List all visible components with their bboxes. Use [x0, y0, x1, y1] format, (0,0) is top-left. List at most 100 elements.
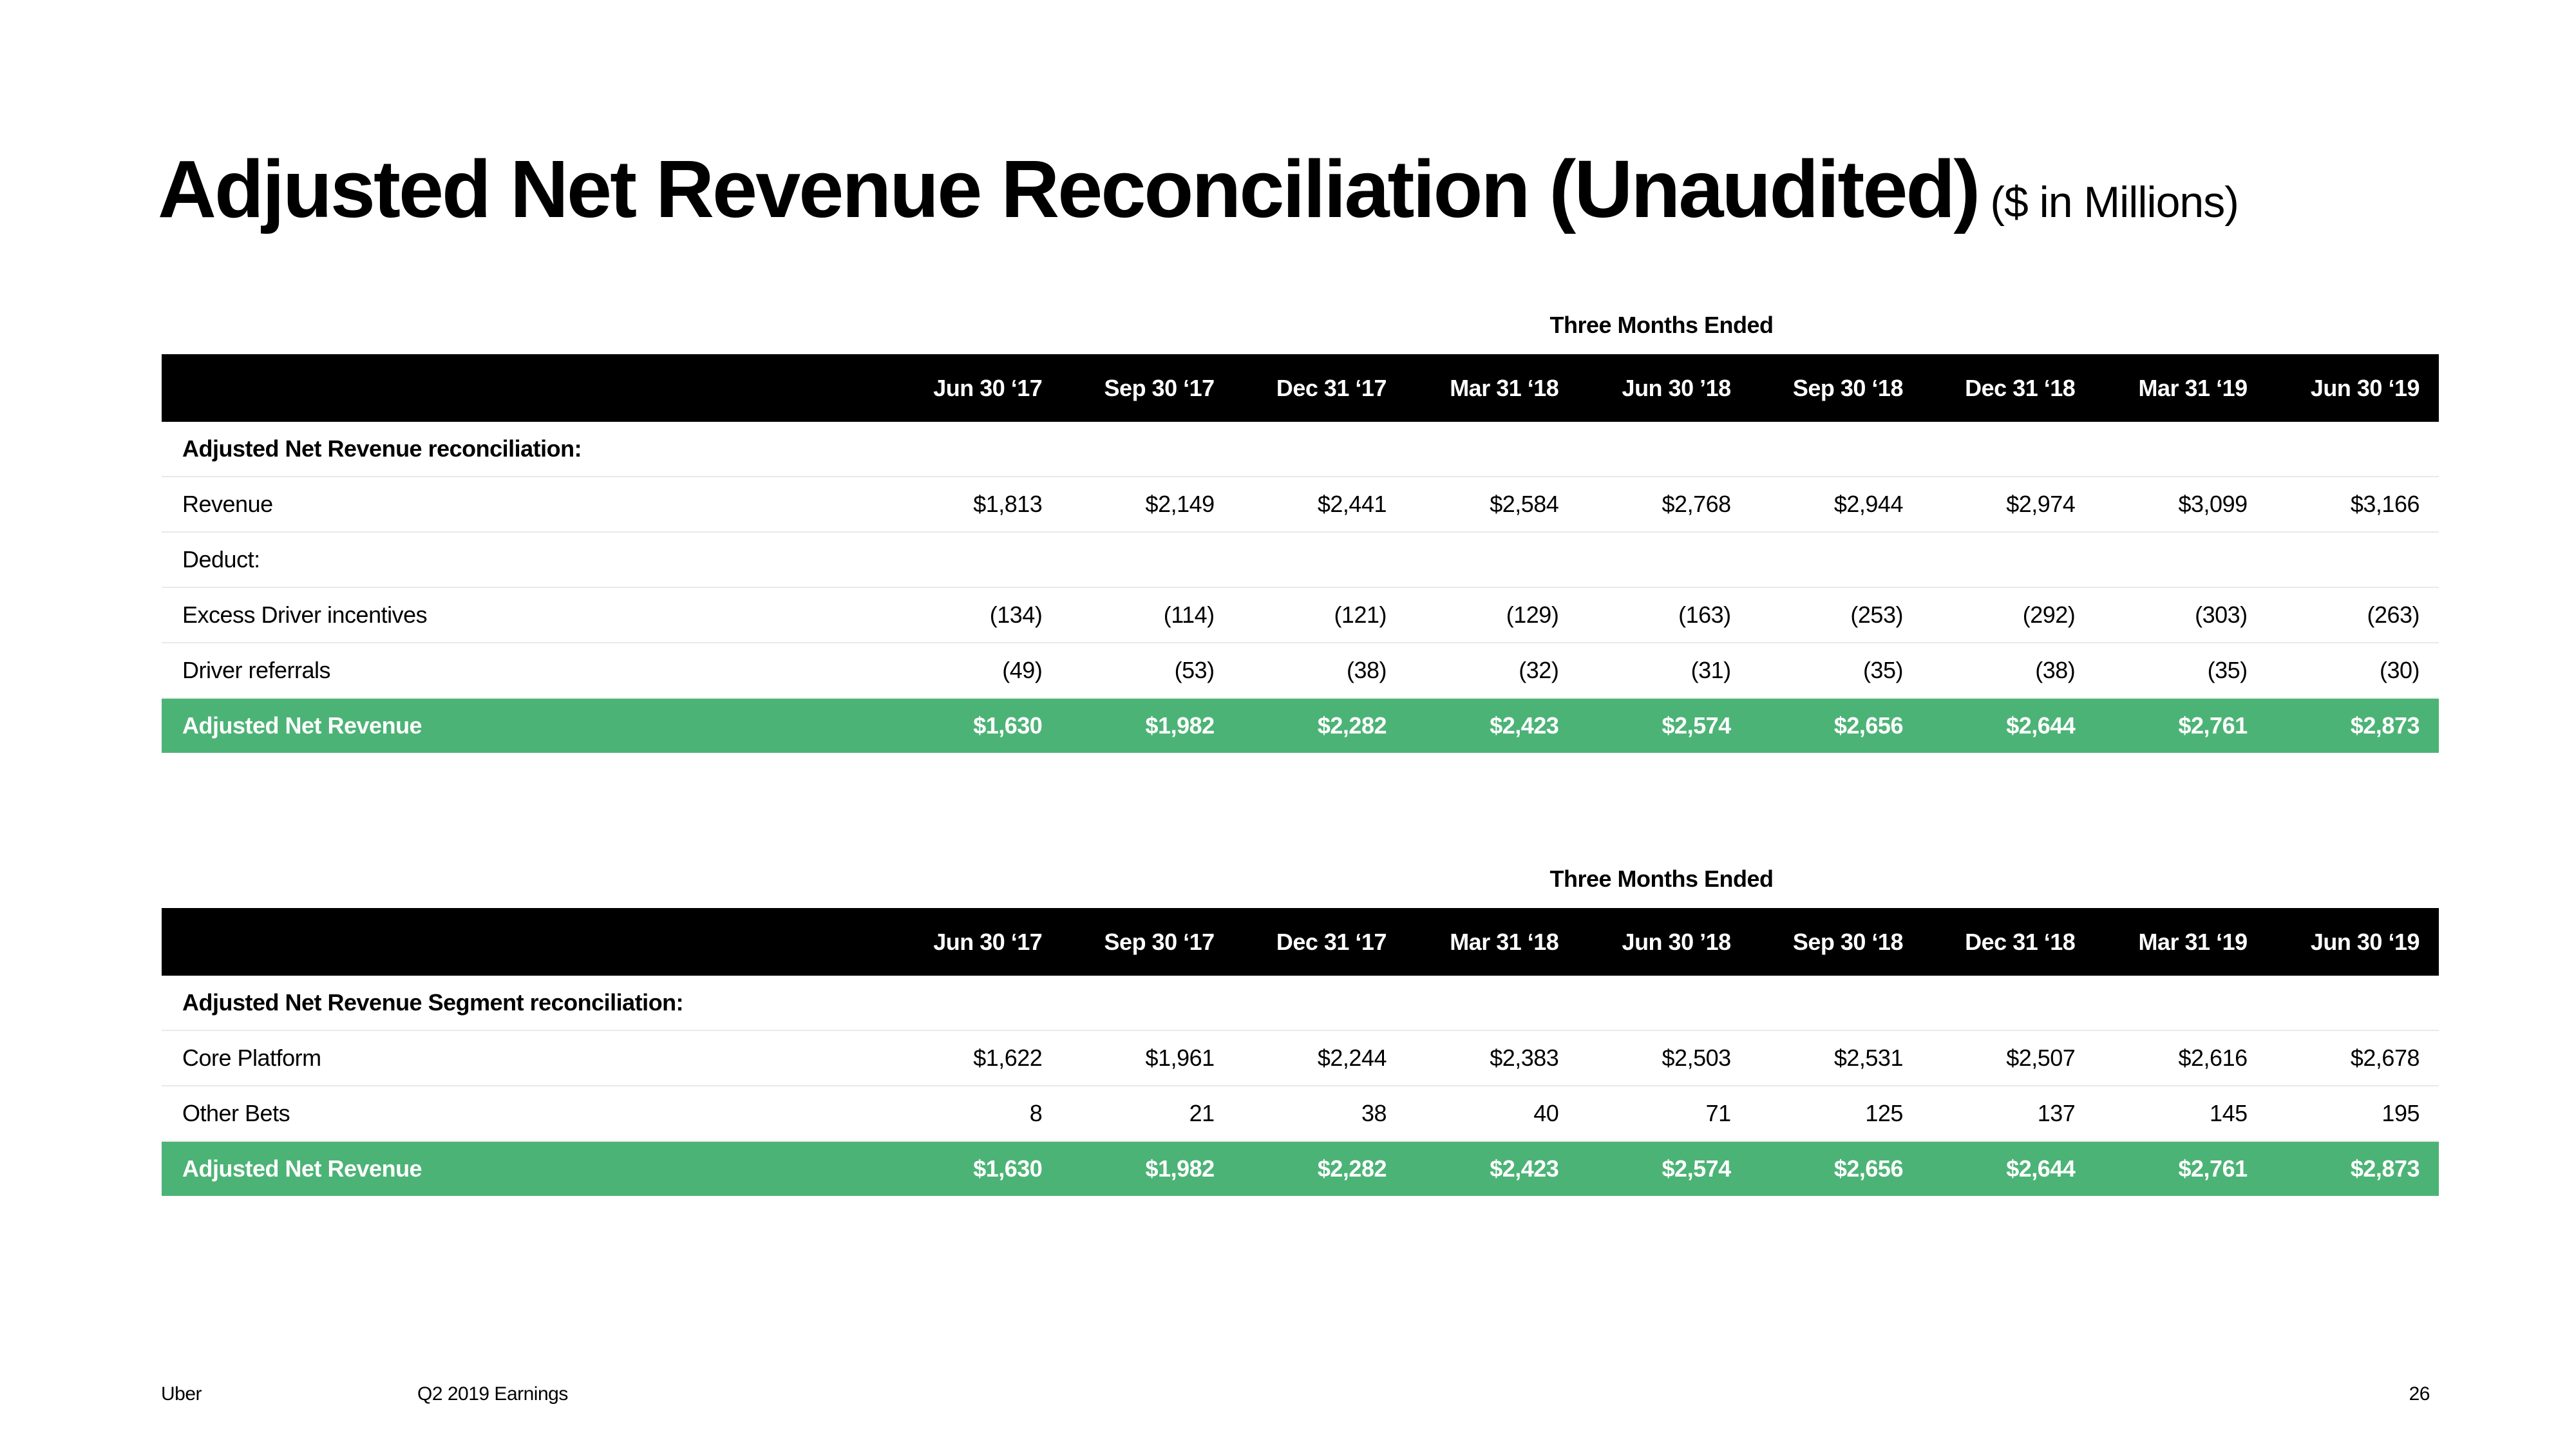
cell-value: (134): [889, 587, 1062, 643]
row-label: Excess Driver incentives: [162, 587, 889, 643]
cell-value: $2,383: [1405, 1030, 1578, 1086]
cell-value: (163): [1578, 587, 1750, 643]
cell-value: 145: [2094, 1086, 2267, 1142]
column-header: Jun 30 ’18: [1578, 354, 1750, 422]
section-title-row: Adjusted Net Revenue Segment reconciliat…: [162, 976, 2439, 1031]
column-header: Sep 30 ‘18: [1750, 354, 1922, 422]
column-header: Dec 31 ‘17: [1233, 908, 1406, 976]
cell-value: (30): [2266, 643, 2439, 699]
row-label: Driver referrals: [162, 643, 889, 699]
row-label: Deduct:: [162, 532, 2439, 588]
cell-value: 21: [1061, 1086, 1234, 1142]
cell-value: (121): [1233, 587, 1406, 643]
cell-value: $2,441: [1233, 477, 1406, 533]
table-row-driver-referrals: Driver referrals (49) (53) (38) (32) (31…: [162, 643, 2439, 699]
footer-brand: Uber: [161, 1383, 202, 1405]
cell-value: $1,982: [1061, 1141, 1234, 1196]
cell-value: (253): [1750, 587, 1922, 643]
cell-value: 195: [2266, 1086, 2439, 1142]
header-blank-cell: [162, 354, 889, 422]
cell-value: $2,944: [1750, 477, 1922, 533]
section-title-row: Adjusted Net Revenue reconciliation:: [162, 422, 2439, 477]
row-label: Revenue: [162, 477, 889, 533]
table-row-other-bets: Other Bets 8 21 38 40 71 125 137 145 195: [162, 1086, 2439, 1142]
page-number: 26: [2409, 1383, 2430, 1405]
cell-value: (53): [1061, 643, 1234, 699]
cell-value: $2,507: [1922, 1030, 2095, 1086]
cell-value: (263): [2266, 587, 2439, 643]
cell-value: $1,630: [889, 698, 1062, 753]
cell-value: $2,656: [1750, 1141, 1922, 1196]
cell-value: (35): [2094, 643, 2267, 699]
cell-value: (38): [1233, 643, 1406, 699]
cell-value: 38: [1233, 1086, 1406, 1142]
cell-value: $2,761: [2094, 1141, 2267, 1196]
column-header: Jun 30 ‘17: [889, 354, 1062, 422]
cell-value: (292): [1922, 587, 2095, 643]
cell-value: 71: [1578, 1086, 1750, 1142]
row-label: Adjusted Net Revenue: [162, 698, 889, 753]
column-header: Mar 31 ‘18: [1405, 354, 1578, 422]
table-row-adjusted-net-revenue-total: Adjusted Net Revenue $1,630 $1,982 $2,28…: [162, 698, 2439, 753]
column-header: Jun 30 ’18: [1578, 908, 1750, 976]
cell-value: $1,982: [1061, 698, 1234, 753]
cell-value: $2,644: [1922, 698, 2095, 753]
column-header: Jun 30 ‘17: [889, 908, 1062, 976]
row-label: Core Platform: [162, 1030, 889, 1086]
cell-value: $2,584: [1405, 477, 1578, 533]
row-label: Adjusted Net Revenue: [162, 1141, 889, 1196]
cell-value: $1,961: [1061, 1030, 1234, 1086]
cell-value: (129): [1405, 587, 1578, 643]
cell-value: $2,574: [1578, 698, 1750, 753]
cell-value: $2,149: [1061, 477, 1234, 533]
row-label: Other Bets: [162, 1086, 889, 1142]
column-header: Mar 31 ‘18: [1405, 908, 1578, 976]
section-title: Adjusted Net Revenue Segment reconciliat…: [162, 976, 2439, 1031]
cell-value: (31): [1578, 643, 1750, 699]
table-row-core-platform: Core Platform $1,622 $1,961 $2,244 $2,38…: [162, 1030, 2439, 1086]
column-header: Sep 30 ‘17: [1061, 908, 1234, 976]
cell-value: (303): [2094, 587, 2267, 643]
table-row-deduct: Deduct:: [162, 532, 2439, 588]
cell-value: (35): [1750, 643, 1922, 699]
cell-value: $2,873: [2266, 1141, 2439, 1196]
column-header: Mar 31 ‘19: [2094, 354, 2267, 422]
cell-value: $2,873: [2266, 698, 2439, 753]
segment-reconciliation-table: Jun 30 ‘17 Sep 30 ‘17 Dec 31 ‘17 Mar 31 …: [162, 908, 2439, 1196]
cell-value: $2,531: [1750, 1030, 1922, 1086]
cell-value: $1,813: [889, 477, 1062, 533]
table-header-row: Jun 30 ‘17 Sep 30 ‘17 Dec 31 ‘17 Mar 31 …: [162, 354, 2439, 422]
cell-value: (32): [1405, 643, 1578, 699]
revenue-reconciliation-table: Jun 30 ‘17 Sep 30 ‘17 Dec 31 ‘17 Mar 31 …: [162, 354, 2439, 753]
column-header: Dec 31 ‘17: [1233, 354, 1406, 422]
cell-value: 137: [1922, 1086, 2095, 1142]
cell-value: $2,974: [1922, 477, 2095, 533]
cell-value: $2,423: [1405, 1141, 1578, 1196]
column-header: Sep 30 ‘17: [1061, 354, 1234, 422]
column-header: Mar 31 ‘19: [2094, 908, 2267, 976]
cell-value: $2,678: [2266, 1030, 2439, 1086]
title-units: ($ in Millions): [1990, 178, 2239, 227]
table-row-revenue: Revenue $1,813 $2,149 $2,441 $2,584 $2,7…: [162, 477, 2439, 533]
cell-value: $3,166: [2266, 477, 2439, 533]
cell-value: $2,282: [1233, 1141, 1406, 1196]
column-header: Sep 30 ‘18: [1750, 908, 1922, 976]
cell-value: $2,244: [1233, 1030, 1406, 1086]
period-label: Three Months Ended: [1549, 312, 1774, 338]
column-header: Dec 31 ‘18: [1922, 908, 2095, 976]
cell-value: $2,423: [1405, 698, 1578, 753]
cell-value: $3,099: [2094, 477, 2267, 533]
cell-value: (114): [1061, 587, 1234, 643]
section-title: Adjusted Net Revenue reconciliation:: [162, 422, 2439, 477]
cell-value: $2,768: [1578, 477, 1750, 533]
cell-value: $1,630: [889, 1141, 1062, 1196]
cell-value: $2,761: [2094, 698, 2267, 753]
cell-value: 40: [1405, 1086, 1578, 1142]
cell-value: 125: [1750, 1086, 1922, 1142]
title-text: Adjusted Net Revenue Reconciliation (Una…: [158, 144, 1980, 234]
cell-value: $1,622: [889, 1030, 1062, 1086]
cell-value: 8: [889, 1086, 1062, 1142]
cell-value: $2,644: [1922, 1141, 2095, 1196]
footer-report-title: Q2 2019 Earnings: [417, 1383, 568, 1405]
table-row-adjusted-net-revenue-total: Adjusted Net Revenue $1,630 $1,982 $2,28…: [162, 1141, 2439, 1196]
